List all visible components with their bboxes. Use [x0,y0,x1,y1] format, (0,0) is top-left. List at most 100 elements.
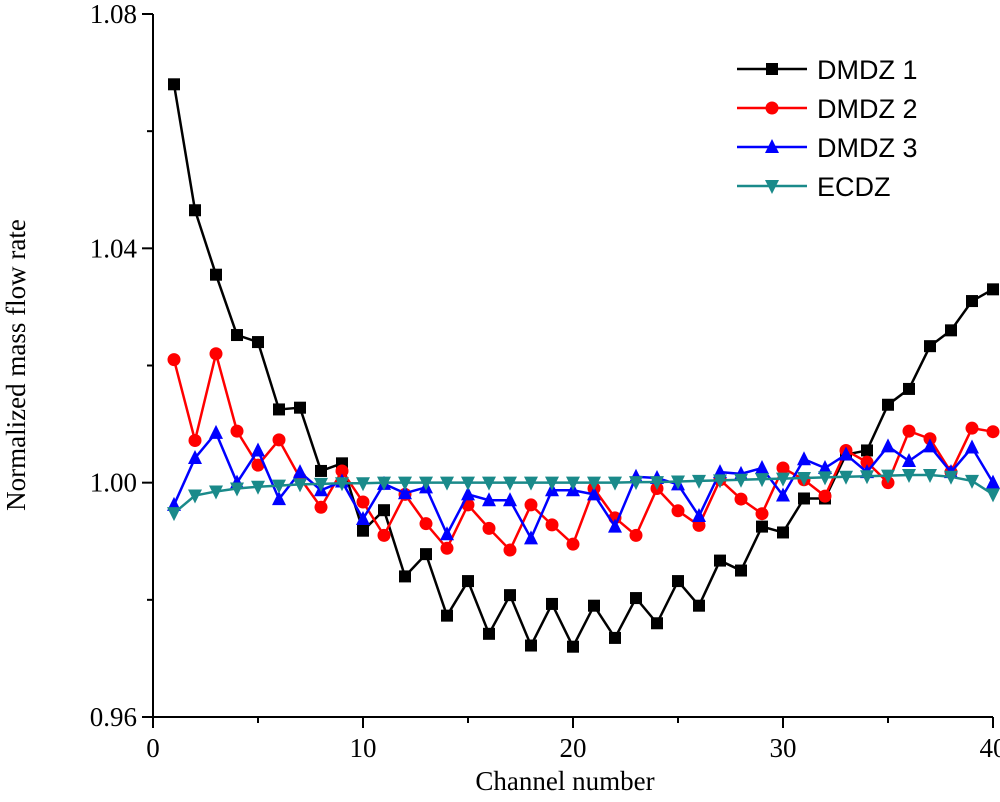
data-point [630,592,642,605]
data-point [902,469,916,484]
data-point [692,508,706,523]
data-point [861,444,873,457]
data-point [378,504,390,517]
legend-label: DMDZ 3 [817,133,918,163]
data-point [839,470,853,485]
data-point [672,575,684,588]
series-line [172,430,995,542]
data-point [294,401,306,414]
y-tick-label: 0.96 [90,702,137,732]
x-tick-label: 30 [770,733,797,763]
data-point [776,461,790,475]
data-point [755,507,769,521]
data-point [755,473,769,488]
x-tick-label: 10 [350,733,377,763]
data-point [462,575,474,588]
data-point [440,541,454,555]
y-axis-title: Normalized mass flow rate [1,219,31,511]
data-point [440,476,454,491]
data-point [251,442,265,457]
data-point [692,474,706,489]
data-point [441,609,453,622]
data-point [902,424,916,438]
data-point [755,460,769,475]
data-point [797,471,811,486]
data-point [629,528,643,542]
series-ecdz [167,469,1000,522]
legend-item: DMDZ 3 [737,133,918,163]
data-point [797,451,811,466]
data-point [314,500,328,514]
data-point [188,433,202,447]
data-point [671,504,685,518]
x-axis-title: Channel number [475,766,654,796]
data-point [482,521,496,535]
data-point [483,627,495,640]
data-point [924,340,936,353]
data-point [818,460,832,475]
data-point [818,471,832,486]
data-point [860,470,874,485]
legend-marker [765,180,779,194]
data-point [965,421,979,435]
legend-item: ECDZ [737,172,891,202]
y-tick-label: 1.04 [90,233,138,263]
data-point [503,476,517,491]
data-point [839,446,853,461]
data-point [567,640,579,653]
data-point [503,492,517,507]
data-point [546,597,558,610]
data-point [167,507,181,522]
data-point [272,479,286,494]
data-point [923,469,937,484]
data-point [650,476,664,491]
data-point [188,489,202,504]
data-point [608,518,622,533]
data-point [315,464,327,477]
series-dmdz-1 [168,78,999,653]
data-point [420,548,432,561]
data-point [903,382,915,395]
data-point [734,492,748,506]
axes: 0 10 20 30 40 0.96 1.00 1.04 1.08 [90,0,1000,763]
data-point [735,564,747,577]
data-point [189,204,201,217]
data-point [398,476,412,491]
y-tick-label: 1.00 [90,468,137,498]
data-point [293,464,307,479]
data-point [167,353,181,367]
legend-marker [765,101,779,115]
data-point [230,424,244,438]
data-point [357,524,369,537]
data-point [440,526,454,541]
legend-label: ECDZ [817,172,891,202]
legend: DMDZ 1 DMDZ 2 DMDZ 3 ECDZ [737,55,918,202]
data-point [209,485,223,500]
data-point [377,476,391,491]
data-point [798,492,810,505]
legend-label: DMDZ 2 [817,94,918,124]
x-tick-label: 20 [560,733,587,763]
data-point [902,452,916,467]
data-point [545,518,559,532]
data-point [587,476,601,491]
data-point [986,488,1000,503]
data-point [398,485,412,500]
data-point [504,589,516,602]
legend-marker [765,139,779,153]
y-tick-label: 1.08 [90,0,137,29]
data-point [629,476,643,491]
data-point [945,324,957,337]
legend-item: DMDZ 1 [737,55,918,85]
data-point [881,469,895,484]
data-point [776,487,790,502]
data-point [713,474,727,489]
legend-label: DMDZ 1 [817,55,918,85]
data-point [293,478,307,493]
data-point [734,473,748,488]
data-point [524,476,538,491]
data-point [461,476,475,491]
data-point [818,489,832,503]
data-point [419,476,433,491]
data-point [168,78,180,91]
